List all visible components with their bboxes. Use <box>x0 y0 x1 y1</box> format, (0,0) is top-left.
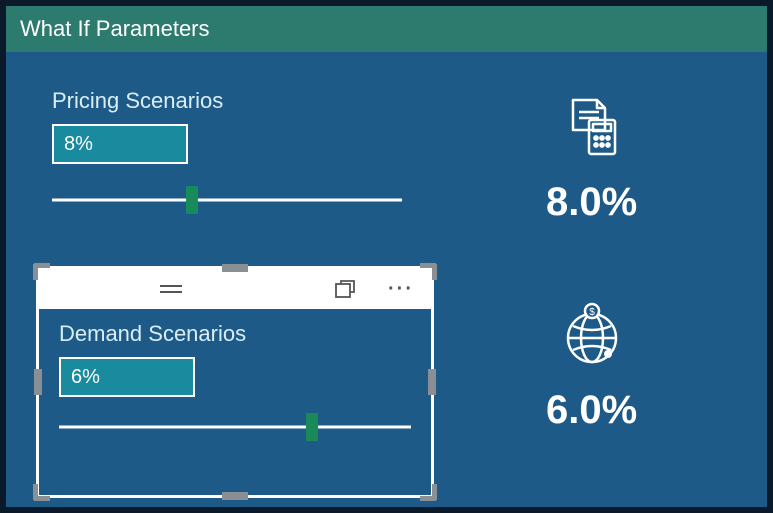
pricing-metric: 8.0% <box>546 92 637 225</box>
selection-handle-right[interactable] <box>428 369 436 395</box>
panel-content: Pricing Scenarios 8% <box>6 52 767 505</box>
pricing-value-input[interactable]: 8% <box>52 124 188 164</box>
whatif-panel: What If Parameters Pricing Scenarios 8% <box>6 6 767 507</box>
demand-value: 6% <box>71 366 100 389</box>
visual-toolbar: ··· <box>39 269 431 309</box>
selection-handle-tr[interactable] <box>432 264 437 280</box>
demand-scenario-block[interactable]: ··· Demand Scenarios 6% <box>36 266 434 498</box>
more-options-icon[interactable]: ··· <box>387 275 415 303</box>
demand-label: Demand Scenarios <box>59 321 411 347</box>
selection-handle-left[interactable] <box>34 369 42 395</box>
pricing-metric-value: 8.0% <box>546 180 637 225</box>
selection-handle-bl[interactable] <box>33 484 38 500</box>
demand-slider[interactable] <box>59 417 411 437</box>
pricing-value: 8% <box>64 133 93 156</box>
focus-mode-icon[interactable] <box>331 275 359 303</box>
globe-dollar-icon: $ <box>557 300 627 370</box>
svg-text:$: $ <box>589 307 595 318</box>
drag-handle-icon[interactable] <box>157 275 185 303</box>
demand-body: Demand Scenarios 6% <box>39 309 431 455</box>
selection-handle-top[interactable] <box>222 264 248 272</box>
pricing-scenario-block: Pricing Scenarios 8% <box>52 88 402 210</box>
panel-title: What If Parameters <box>20 16 210 41</box>
pricing-label: Pricing Scenarios <box>52 88 402 114</box>
demand-value-input[interactable]: 6% <box>59 357 195 397</box>
pricing-slider[interactable] <box>52 190 402 210</box>
demand-slider-track <box>59 426 411 429</box>
demand-metric: $ 6.0% <box>546 300 637 433</box>
pricing-slider-track <box>52 199 402 202</box>
selection-handle-bottom[interactable] <box>222 492 248 500</box>
panel-header: What If Parameters <box>6 6 767 52</box>
demand-slider-thumb[interactable] <box>306 413 318 441</box>
selection-handle-br[interactable] <box>432 484 437 500</box>
pricing-slider-thumb[interactable] <box>186 186 198 214</box>
calculator-doc-icon <box>557 92 627 162</box>
selection-handle-tl[interactable] <box>33 264 38 280</box>
demand-metric-value: 6.0% <box>546 388 637 433</box>
